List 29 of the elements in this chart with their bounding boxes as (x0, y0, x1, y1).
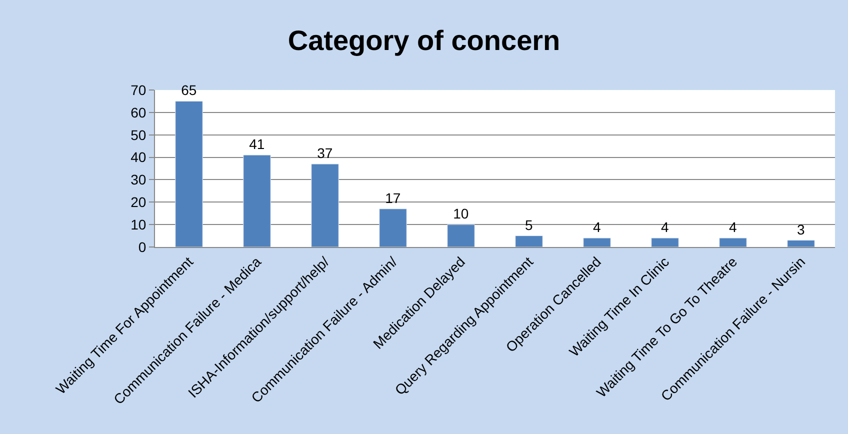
data-label: 65 (181, 82, 197, 98)
data-label: 4 (593, 219, 601, 236)
bar (583, 238, 611, 247)
y-tick-label: 50 (130, 126, 146, 143)
bar (719, 238, 747, 247)
y-tick-label: 30 (130, 172, 146, 188)
data-label: 4 (661, 219, 669, 236)
y-tick-label: 0 (138, 238, 146, 255)
data-label: 41 (249, 136, 265, 152)
y-tick-label: 70 (130, 82, 146, 98)
bar (447, 224, 475, 247)
data-label: 3 (797, 221, 805, 238)
bar (379, 208, 407, 247)
data-label: 10 (453, 206, 469, 222)
bar (243, 154, 271, 247)
y-tick-label: 20 (130, 194, 146, 210)
y-tick-label: 60 (130, 104, 146, 120)
bar (311, 164, 339, 247)
y-tick-label: 10 (130, 216, 146, 232)
data-label: 5 (525, 216, 533, 233)
data-label: 17 (385, 190, 401, 206)
bar (651, 238, 679, 247)
chart-title: Category of concern (288, 24, 560, 56)
y-tick-label: 40 (130, 149, 146, 166)
bar (515, 236, 543, 247)
bar (175, 100, 203, 247)
data-label: 37 (317, 145, 333, 162)
bar (787, 240, 815, 247)
data-label: 4 (729, 219, 737, 236)
